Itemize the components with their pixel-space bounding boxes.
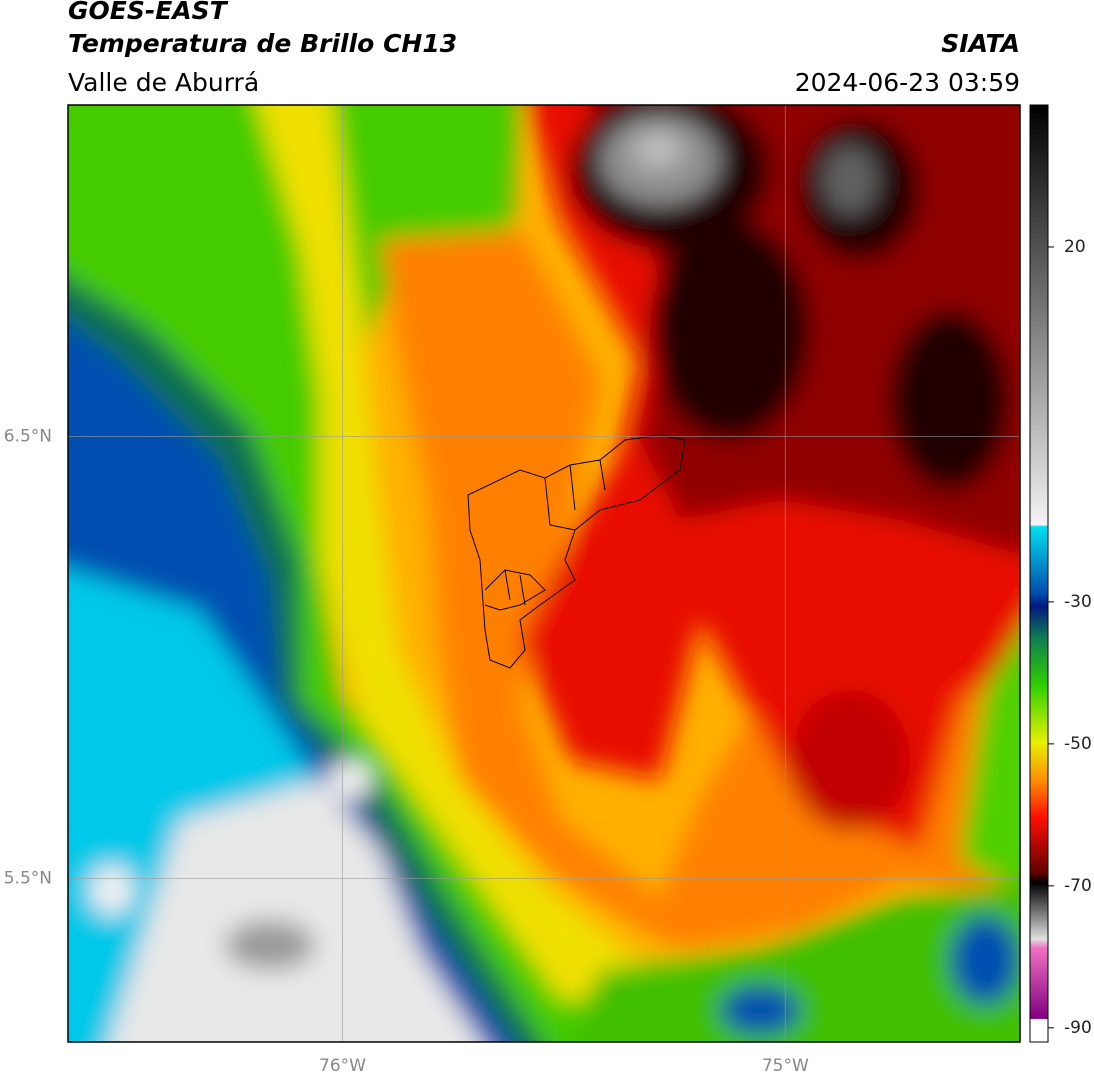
region: Valle de Aburrá: [68, 68, 259, 97]
colorbar-tick-label: 20: [1064, 237, 1086, 257]
y-tick-label: 6.5°N: [4, 426, 52, 446]
satellite-image: [68, 105, 1020, 1042]
datetime: 2024-06-23 03:59: [795, 68, 1020, 97]
title: GOES-EAST: [68, 0, 229, 25]
colorbar-tick-label: -50: [1064, 734, 1092, 754]
subtitle: Temperatura de Brillo CH13: [68, 29, 457, 58]
colorbar-tick-label: -30: [1064, 592, 1092, 612]
colorbar-tick-label: -90: [1064, 1018, 1092, 1038]
municipality-outlines: [467, 434, 686, 669]
y-tick-label: 5.5°N: [4, 868, 52, 888]
colorbar: [1029, 104, 1049, 1043]
graticule: [68, 105, 1020, 1042]
x-tick-label: 76°W: [319, 1056, 366, 1076]
map-frame: [67, 104, 1021, 1043]
x-tick-label: 75°W: [762, 1056, 809, 1076]
source: SIATA: [941, 29, 1020, 58]
colorbar-tick-label: -70: [1064, 876, 1092, 896]
